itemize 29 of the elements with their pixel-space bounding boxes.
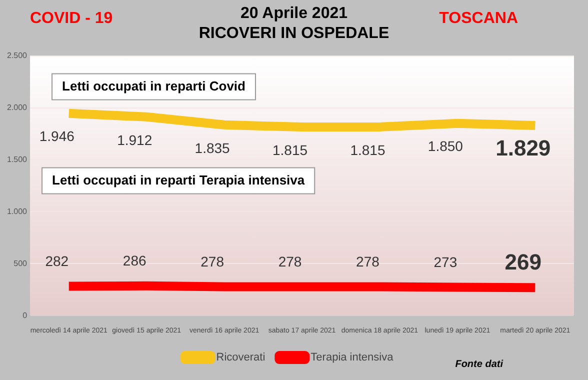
data-label: 278 bbox=[200, 254, 224, 270]
y-tick-label: 0 bbox=[22, 310, 28, 320]
y-tick-label: 1.500 bbox=[6, 154, 28, 164]
data-label: 1.946 bbox=[39, 128, 75, 144]
y-tick-label: 2.500 bbox=[6, 51, 28, 60]
data-label: 1.829 bbox=[496, 136, 551, 161]
y-tick-label: 500 bbox=[14, 258, 28, 268]
annotation: Letti occupati in reparti Terapia intensiva bbox=[52, 172, 306, 188]
data-label: 1.850 bbox=[428, 138, 464, 154]
data-label: 269 bbox=[504, 250, 542, 275]
data-label: 1.815 bbox=[272, 142, 308, 158]
text: COVID - 19 bbox=[30, 10, 113, 28]
data-label: 1.912 bbox=[117, 132, 152, 148]
source-note: Fonte dati bbox=[455, 359, 503, 370]
y-tick-label: 2.000 bbox=[6, 102, 28, 112]
data-label: 278 bbox=[278, 254, 302, 270]
data-label: 1.835 bbox=[194, 140, 230, 156]
data-label: 1.815 bbox=[350, 142, 386, 158]
legend-label: Terapia intensiva bbox=[310, 352, 394, 364]
data-label: 273 bbox=[434, 254, 458, 270]
chart-title: 20 Aprile 2021 bbox=[240, 5, 348, 22]
data-label: 282 bbox=[45, 253, 69, 270]
chart-subtitle: RICOVERI IN OSPEDALE bbox=[198, 25, 390, 42]
data-label: 286 bbox=[122, 252, 146, 269]
y-tick-label: 1.000 bbox=[6, 206, 28, 216]
data-label: 278 bbox=[356, 254, 380, 270]
text: TOSCANA bbox=[439, 10, 518, 28]
legend-label: Ricoverati bbox=[216, 352, 266, 364]
annotation: Letti occupati in reparti Covid bbox=[62, 78, 246, 94]
